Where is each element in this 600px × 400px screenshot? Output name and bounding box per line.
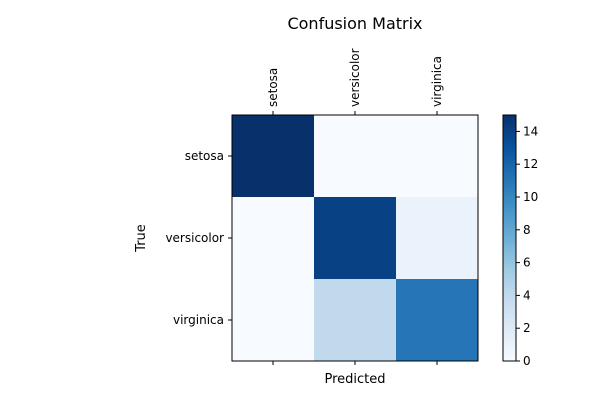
x-tick-label: versicolor — [348, 48, 362, 107]
colorbar-ticks: 0 2 4 6 8 10 12 14 — [516, 124, 538, 368]
colorbar-tick-label: 8 — [523, 223, 531, 237]
heatmap-cell — [232, 197, 315, 280]
heatmap-cell — [396, 197, 479, 280]
colorbar-tick-label: 6 — [523, 256, 531, 270]
x-tick-label: virginica — [430, 56, 444, 107]
colorbar-tick-label: 2 — [523, 321, 531, 335]
x-ticks: setosa versicolor virginica — [266, 48, 444, 365]
heatmap-cell — [396, 115, 479, 198]
heatmap-cell — [232, 115, 315, 198]
y-tick-label: setosa — [185, 149, 224, 163]
colorbar — [502, 114, 517, 362]
heatmap-cells — [232, 115, 479, 362]
chart-title: Confusion Matrix — [287, 14, 422, 33]
heatmap-cell — [314, 279, 397, 362]
y-ticks: setosa versicolor virginica — [165, 149, 232, 327]
colorbar-tick-label: 0 — [523, 354, 531, 368]
heatmap-cell — [232, 279, 315, 362]
y-tick-label: versicolor — [165, 231, 224, 245]
y-tick-label: virginica — [173, 313, 224, 327]
x-axis-label: Predicted — [324, 372, 385, 387]
colorbar-tick-label: 12 — [523, 157, 538, 171]
colorbar-tick-label: 14 — [523, 124, 538, 138]
heatmap-cell — [314, 115, 397, 198]
heatmap-cell — [314, 197, 397, 280]
x-tick-label: setosa — [266, 68, 280, 107]
y-axis-label: True — [134, 224, 149, 253]
colorbar-tick-label: 4 — [523, 288, 531, 302]
colorbar-tick-label: 10 — [523, 190, 538, 204]
heatmap-cell — [396, 279, 479, 362]
